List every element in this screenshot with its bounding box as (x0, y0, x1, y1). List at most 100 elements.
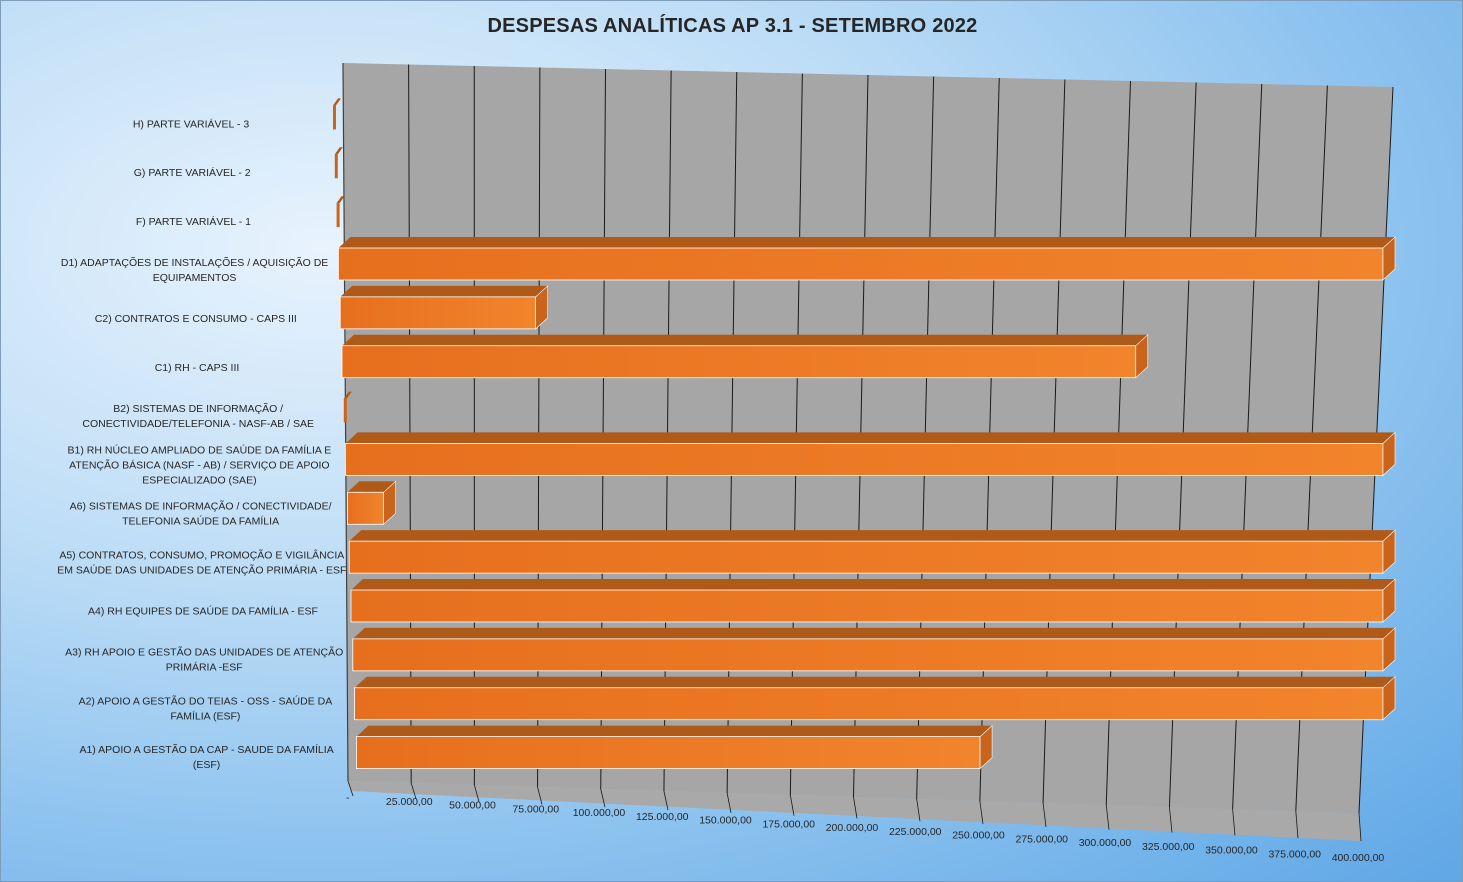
bar (334, 147, 343, 179)
x-tick-label: 50.000,00 (449, 800, 496, 812)
bar-end-face (383, 480, 396, 525)
bar (336, 196, 345, 228)
category-label-line: CONECTIVIDADE/TELEFONIA - NASF-AB / SAE (82, 418, 314, 430)
category-label-line: EQUIPAMENTOS (153, 272, 237, 284)
bar-end-face (1382, 676, 1396, 721)
bar-front-face (343, 398, 347, 423)
bar (352, 627, 1396, 672)
bar (333, 98, 341, 130)
floor-tick (916, 798, 921, 822)
floor-tick (1232, 808, 1236, 836)
bar (343, 391, 352, 423)
x-tick-label: 350.000,00 (1205, 845, 1258, 857)
x-tick-label: - (346, 792, 350, 804)
bar-end-face (535, 285, 549, 330)
floor-tick (473, 784, 480, 802)
floor-tick (853, 796, 858, 819)
bar-front-face (354, 687, 1384, 721)
bar-front-face (336, 203, 340, 228)
bar-front-face (341, 345, 1137, 379)
floor-tick (726, 792, 732, 813)
bar (339, 285, 549, 330)
floor-plane (348, 781, 1361, 841)
floor-tick (1358, 812, 1362, 842)
x-tick-label: 400.000,00 (1332, 852, 1385, 864)
floor-tick (979, 800, 984, 825)
category-label-line: TELEFONIA SAÚDE DA FAMÍLIA (122, 515, 279, 528)
category-label-line: B1) RH NÚCLEO AMPLIADO DE SAÚDE DA FAMÍL… (68, 443, 332, 456)
bar-front-face (337, 247, 1384, 281)
floor-tick (663, 790, 669, 811)
bar-top-face (351, 579, 1395, 590)
category-label: C1) RH - CAPS III (155, 362, 240, 374)
category-label: A5) CONTRATOS, CONSUMO, PROMOÇÃO E VIGIL… (57, 548, 346, 576)
category-label: H) PARTE VARIÁVEL - 3 (133, 117, 249, 130)
bar (346, 480, 396, 525)
bar-front-face (348, 540, 1384, 574)
x-tick-label: 100.000,00 (573, 807, 626, 819)
bar (345, 431, 1396, 477)
chart-title: DESPESAS ANALÍTICAS AP 3.1 - SETEMBRO 20… (487, 15, 978, 37)
x-tick-label: 150.000,00 (699, 815, 752, 827)
floor-tick (789, 794, 795, 816)
x-tick-label: 300.000,00 (1079, 837, 1132, 849)
x-tick-label: 375.000,00 (1268, 848, 1321, 860)
bar-front-face (350, 589, 1384, 623)
x-tick-label: 200.000,00 (826, 822, 879, 834)
bar-end-face (1382, 578, 1396, 623)
x-tick-label: 225.000,00 (889, 826, 942, 838)
category-label-line: A4) RH EQUIPES DE SAÚDE DA FAMÍLIA - ESF (88, 605, 318, 618)
bar (350, 578, 1396, 623)
bar (341, 334, 1149, 379)
bar-front-face (339, 296, 537, 330)
bars (333, 98, 1396, 770)
bar-top-face (352, 627, 1395, 639)
bar-end-face (1382, 529, 1396, 574)
category-label-line: EM SAÚDE DAS UNIDADES DE ATENÇÃO PRIMÁRI… (57, 563, 346, 576)
category-label-line: C2) CONTRATOS E CONSUMO - CAPS III (95, 313, 297, 325)
x-tick-label: 250.000,00 (952, 830, 1005, 842)
category-label-line: PRIMÁRIA -ESF (166, 661, 243, 674)
category-label: A1) APOIO A GESTÃO DA CAP - SAUDE DA FAM… (79, 743, 333, 771)
bar-top-face (349, 530, 1396, 542)
bar-end-face (1382, 236, 1396, 281)
category-label: B1) RH NÚCLEO AMPLIADO DE SAÚDE DA FAMÍL… (68, 443, 332, 486)
category-label-line: H) PARTE VARIÁVEL - 3 (133, 117, 249, 130)
category-label-line: ATENÇÃO BÁSICA (NASF - AB) / SERVIÇO DE … (69, 458, 329, 471)
category-label: F) PARTE VARIÁVEL - 1 (136, 215, 251, 228)
floor (348, 781, 1361, 841)
floor-tick (600, 788, 606, 808)
bar-front-face (345, 443, 1384, 476)
category-label: A4) RH EQUIPES DE SAÚDE DA FAMÍLIA - ESF (88, 605, 318, 618)
bar-end-face (1382, 627, 1396, 672)
x-tick-label: 75.000,00 (512, 803, 559, 815)
bar-top-face (336, 196, 345, 204)
x-tick-label: 325.000,00 (1142, 841, 1195, 853)
floor-tick (1169, 806, 1173, 833)
category-label-line: FAMÍLIA (ESF) (170, 709, 240, 722)
bar-top-face (340, 285, 548, 297)
bar-front-face (333, 105, 336, 130)
category-label-line: A3) RH APOIO E GESTÃO DAS UNIDADES DE AT… (65, 646, 343, 659)
floor-tick (1295, 810, 1299, 839)
category-labels: H) PARTE VARIÁVEL - 3 G) PARTE VARIÁVEL -… (57, 117, 346, 771)
category-label: G) PARTE VARIÁVEL - 2 (134, 166, 251, 179)
bar (337, 236, 1396, 281)
bar (354, 676, 1396, 721)
bar-top-face (356, 725, 993, 737)
x-tick-label: 25.000,00 (386, 796, 433, 808)
category-label-line: A2) APOIO A GESTÃO DO TEIAS - OSS - SAÚD… (79, 694, 333, 707)
x-tick-label: 125.000,00 (636, 811, 689, 823)
category-label: B2) SISTEMAS DE INFORMAÇÃO / CONECTIVIDAD… (82, 402, 314, 430)
category-label: A6) SISTEMAS DE INFORMAÇÃO / CONECTIVIDA… (70, 500, 332, 528)
bar-top-face (338, 237, 1395, 248)
bar-top-face (334, 147, 343, 155)
bar-top-face (354, 676, 1396, 688)
bar-top-face (345, 432, 1396, 444)
x-axis-ticks: - 25.000,00 50.000,00 75.000,00 100.000,00 12… (346, 792, 1384, 864)
floor-tick (347, 780, 354, 797)
category-label-line: ESPECIALIZADO (SAE) (142, 474, 256, 486)
category-label-line: (ESF) (193, 759, 220, 771)
bar-end-face (1135, 334, 1149, 379)
